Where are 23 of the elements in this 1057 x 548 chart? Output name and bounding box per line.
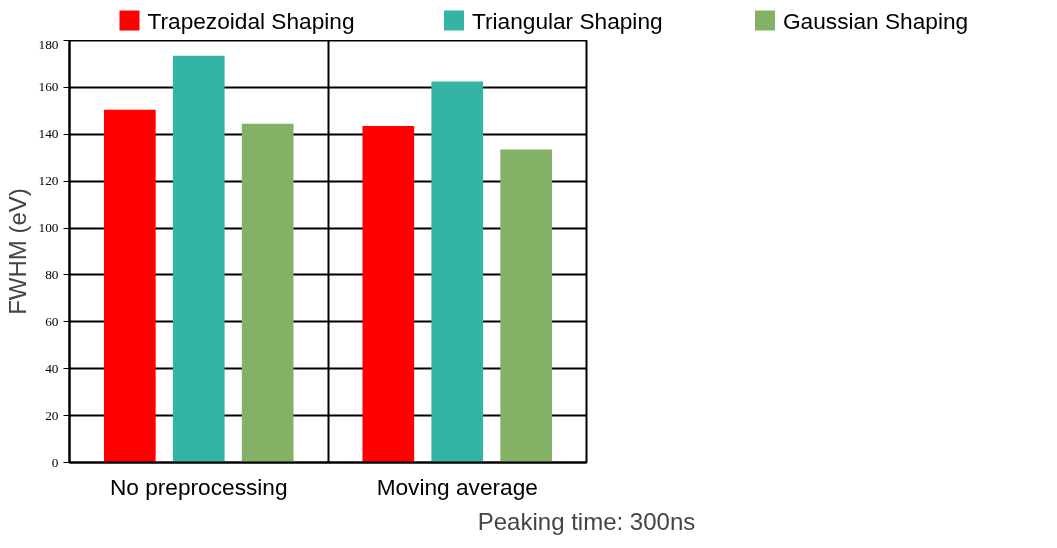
x-tick-label: No preprocessing [109, 473, 288, 500]
legend-label: Trapezoidal Shaping [147, 7, 355, 34]
x-axis-title: Peaking time: 300ns [477, 507, 696, 535]
legend-label: Triangular Shaping [472, 7, 663, 34]
y-tick-label: 0 [51, 454, 59, 470]
y-tick-label: 40 [45, 360, 59, 376]
bar [362, 126, 415, 463]
bar [103, 109, 156, 463]
y-tick-label: 60 [45, 313, 59, 329]
y-tick-label: 80 [45, 266, 59, 282]
y-tick-label: 180 [38, 36, 59, 52]
bar [500, 149, 553, 463]
legend-label: Gaussian Shaping [783, 7, 969, 34]
y-tick-label: 120 [38, 173, 59, 189]
y-tick-label: 100 [38, 220, 59, 236]
y-tick-label: 140 [38, 126, 59, 142]
y-tick-label: 20 [45, 407, 59, 423]
bar [431, 81, 484, 463]
y-axis-title: FWHM (eV) [3, 188, 31, 315]
bar [241, 123, 294, 463]
bar [172, 55, 225, 463]
x-tick-label: Moving average [376, 473, 538, 500]
y-tick-label: 160 [38, 79, 59, 95]
